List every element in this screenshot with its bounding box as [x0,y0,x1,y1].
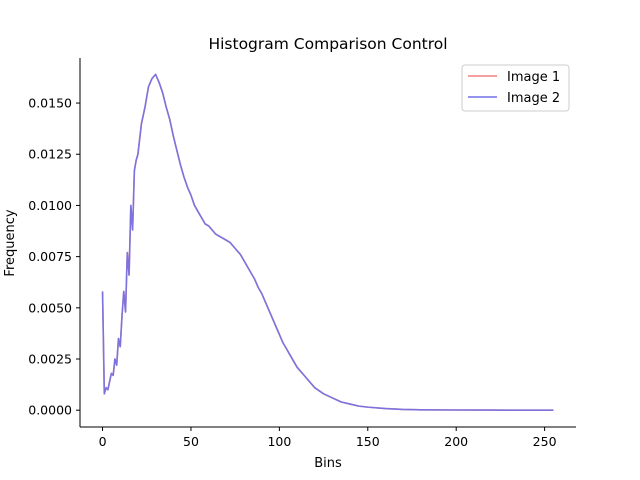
x-tick-label: 200 [444,434,468,449]
y-tick-label: 0.0125 [28,147,72,162]
x-tick-label: 0 [99,434,107,449]
y-tick-label: 0.0100 [28,198,72,213]
x-tick-label: 50 [183,434,199,449]
legend-label-image-1: Image 1 [507,70,560,85]
legend-label-image-2: Image 2 [507,91,560,106]
plot-area [101,73,554,412]
y-tick-label: 0.0075 [28,249,72,264]
x-axis-label: Bins [314,456,342,471]
y-axis-label: Frequency [3,209,18,276]
x-tick-label: 100 [267,434,291,449]
x-axis-ticks: 0 50 100 150 200 250 [99,427,557,449]
series-layer [101,73,554,412]
chart-title: Histogram Comparison Control [208,35,447,53]
y-tick-label: 0.0000 [28,403,72,418]
y-tick-label: 0.0025 [28,352,72,367]
y-tick-label: 0.0150 [28,96,72,111]
x-tick-label: 250 [533,434,557,449]
series-line-image-2 [101,73,554,412]
y-tick-label: 0.0050 [28,300,72,315]
legend: Image 1 Image 2 [461,64,570,112]
y-axis-ticks: 0.0000 0.0025 0.0050 0.0075 0.0100 0.0125 0.01… [28,96,80,418]
x-tick-label: 150 [356,434,380,449]
